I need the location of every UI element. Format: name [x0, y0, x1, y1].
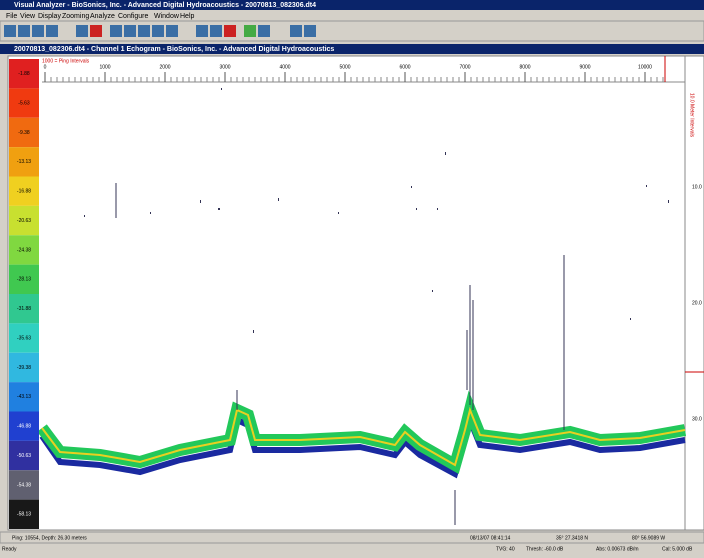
statusbar-field: Thresh: -60.0 dB	[526, 546, 564, 552]
x-tick-label: 1000	[99, 64, 110, 70]
color-label: -9.38	[18, 130, 30, 136]
menu-item[interactable]: Configure	[118, 13, 148, 20]
color-swatch	[9, 440, 39, 471]
statusbar-field: TVG: 40	[496, 546, 515, 552]
color-label: -50.63	[17, 453, 31, 459]
x-tick-label: 0	[44, 64, 47, 70]
x-tick-label: 2000	[159, 64, 170, 70]
color-label: -31.88	[17, 306, 31, 312]
x-tick-label: 7000	[459, 64, 470, 70]
toolbar	[0, 20, 704, 42]
statusbar-field: Cal: 5.000 dB	[662, 546, 693, 552]
x-tick-label: 9000	[579, 64, 590, 70]
color-label: -1.88	[18, 71, 30, 77]
status-field: 80° 56.9089 W	[632, 535, 665, 541]
menu-item[interactable]: Display	[38, 13, 61, 20]
color-swatch	[9, 294, 39, 324]
y-tick-label: 30.0	[692, 416, 702, 422]
x-tick-label: 6000	[399, 64, 410, 70]
statusbar-field: Abs: 0.00673 dB/m	[596, 546, 639, 552]
y-axis-label: 10.0 Meter Intervals	[689, 93, 695, 138]
color-swatch	[9, 117, 39, 148]
child-title-bar	[0, 44, 704, 54]
color-label: -28.13	[17, 277, 31, 283]
menu-item[interactable]: Zooming	[62, 13, 89, 20]
color-label: -24.38	[17, 247, 31, 253]
color-swatch	[9, 59, 39, 89]
status-field: 08/13/07 08:41:14	[470, 535, 511, 541]
x-tick-label: 5000	[339, 64, 350, 70]
x-axis-label: 1000 = Ping Intervals	[42, 58, 90, 64]
title-bar	[0, 0, 704, 10]
color-label: -13.13	[17, 159, 31, 165]
x-tick-label: 4000	[279, 64, 290, 70]
depth-panel	[684, 55, 704, 531]
color-swatch	[9, 323, 39, 353]
color-swatch	[9, 411, 39, 441]
y-tick-label: 10.0	[692, 184, 702, 190]
menu-item[interactable]: Help	[180, 13, 195, 20]
color-swatch	[9, 176, 39, 206]
x-tick-label: 8000	[519, 64, 530, 70]
status-bar	[0, 544, 704, 553]
child-status	[0, 531, 704, 544]
color-label: -54.38	[17, 482, 31, 488]
color-swatch	[9, 470, 39, 500]
x-tick-label: 3000	[219, 64, 230, 70]
color-label: -35.63	[17, 335, 31, 341]
color-swatch	[9, 88, 39, 118]
color-swatch	[9, 205, 39, 236]
color-label: -20.63	[17, 218, 31, 224]
child-title: 20070813_082306.dt4 - Channel 1 Echogram…	[14, 46, 334, 53]
status-field: 35° 27.3418 N	[556, 535, 588, 541]
menu-item[interactable]: Window	[154, 13, 180, 20]
x-tick-label: 10000	[638, 64, 652, 70]
color-label: -46.88	[17, 424, 31, 430]
y-tick-label: 20.0	[692, 300, 702, 306]
menu-item[interactable]: File	[6, 13, 17, 20]
color-swatch	[9, 235, 39, 265]
echogram-frame	[7, 55, 687, 531]
color-swatch	[9, 147, 39, 177]
statusbar-field: Ready	[2, 546, 17, 552]
color-swatch	[9, 499, 39, 529]
window-title: Visual Analyzer - BioSonics, Inc. - Adva…	[14, 2, 316, 9]
menu-item[interactable]: View	[20, 13, 36, 20]
echogram	[37, 88, 687, 525]
color-label: -16.88	[17, 189, 31, 195]
color-swatch	[9, 264, 39, 294]
color-swatch	[9, 382, 39, 412]
toolbar-icons	[4, 25, 316, 37]
color-label: -43.13	[17, 394, 31, 400]
status-field: Ping: 10554, Depth: 26.30 meters	[12, 535, 87, 541]
color-label: -58.13	[17, 512, 31, 518]
color-swatch	[9, 352, 39, 383]
color-label: -39.38	[17, 365, 31, 371]
menu-item[interactable]: Analyze	[90, 13, 115, 20]
color-label: -5.63	[18, 100, 30, 106]
